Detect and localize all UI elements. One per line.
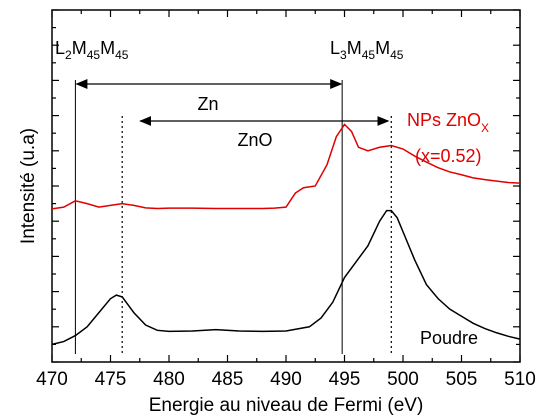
x-tick-label: 505 — [446, 369, 478, 390]
x-axis-tick-labels: 470 475 480 485 490 495 500 505 510 — [36, 369, 536, 390]
x-tick-label: 480 — [153, 369, 185, 390]
series-line-nps-zno — [51, 123, 521, 210]
x-tick-label: 470 — [36, 369, 68, 390]
x-tick-label: 495 — [329, 369, 361, 390]
y-axis-label: Intensité (u.a) — [18, 128, 39, 244]
x-tick-label: 485 — [212, 369, 244, 390]
zno-arrow-label: ZnO — [237, 130, 272, 150]
x-tick-label: 490 — [270, 369, 302, 390]
right-peak-label: L3M45M45 — [330, 38, 404, 62]
x-tick-label: 510 — [504, 369, 536, 390]
x-axis-ticks — [51, 10, 521, 362]
left-peak-label: L2M45M45 — [55, 38, 129, 62]
zn-arrow-label: Zn — [197, 94, 218, 114]
x-tick-label: 500 — [387, 369, 419, 390]
red-series-label-x: (x=0.52) — [415, 146, 482, 166]
series-line-poudre — [51, 209, 521, 346]
x-tick-label: 475 — [95, 369, 127, 390]
x-axis-label: Energie au niveau de Fermi (eV) — [149, 395, 424, 416]
black-series-label: Poudre — [420, 328, 478, 348]
red-series-label: NPs ZnOX — [407, 110, 489, 135]
